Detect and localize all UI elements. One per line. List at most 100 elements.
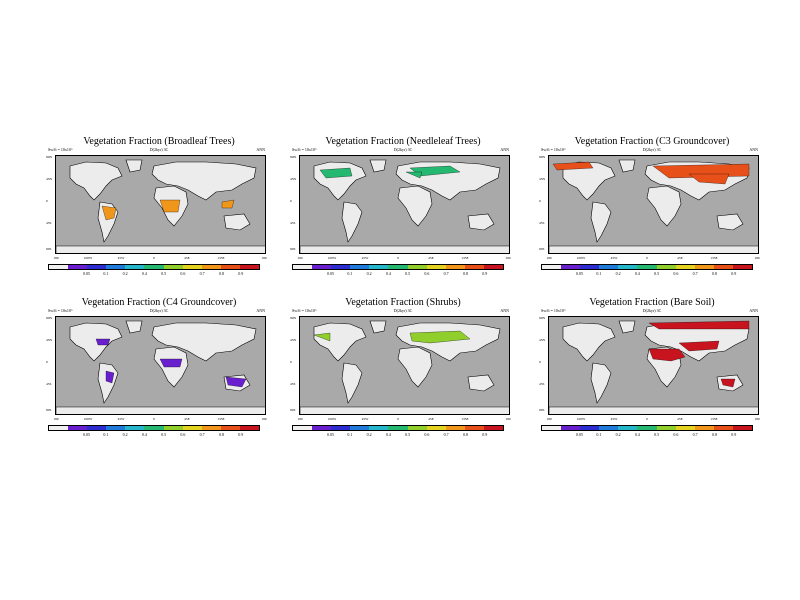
colorbar-tick-label: 0.7 bbox=[443, 271, 449, 276]
colorbar-segment bbox=[312, 265, 332, 269]
colorbar-segment bbox=[426, 265, 446, 269]
panel-subtitle: D(2kyr) 3C bbox=[642, 147, 662, 152]
colorbar-tick-label: 0.8 bbox=[462, 432, 468, 437]
colorbar-tick-label: 0.05 bbox=[83, 432, 91, 437]
colorbar-segment bbox=[293, 265, 313, 269]
longitude-label: 45W bbox=[117, 417, 125, 421]
longitude-label: 180 bbox=[505, 417, 511, 421]
colorbar-tick-label: 0.4 bbox=[141, 271, 147, 276]
colorbar-tick-label: 0.1 bbox=[347, 432, 353, 437]
longitude-label: 180 bbox=[546, 417, 552, 421]
colorbar-segment bbox=[561, 426, 581, 430]
colorbar-segment bbox=[163, 426, 183, 430]
colorbar-segment bbox=[220, 265, 240, 269]
colorbar-tick-label: 0.9 bbox=[731, 432, 737, 437]
longitude-label: 45E bbox=[428, 417, 434, 421]
colorbar-tick-label: 0.2 bbox=[122, 271, 128, 276]
world-map bbox=[548, 316, 759, 415]
world-map bbox=[299, 316, 510, 415]
colorbar-segment bbox=[201, 265, 221, 269]
colorbar-tick-label: 0.4 bbox=[634, 271, 640, 276]
colorbar-labels: 0.05 0.1 0.2 0.4 0.5 0.6 0.7 0.8 0.9 bbox=[541, 432, 753, 437]
colorbar-segment bbox=[239, 265, 260, 269]
longitude-label: 0 bbox=[646, 256, 648, 260]
colorbar-tick-label: 0.05 bbox=[576, 271, 584, 276]
colorbar-segment bbox=[445, 426, 465, 430]
greenland-landmass bbox=[125, 159, 143, 173]
longitude-label: 180 bbox=[261, 417, 267, 421]
map-canvas bbox=[56, 320, 265, 414]
vegetation-region bbox=[159, 358, 183, 368]
colorbar-segment bbox=[369, 426, 389, 430]
australia-landmass bbox=[716, 213, 744, 231]
colorbar-tick-label: 0.9 bbox=[731, 271, 737, 276]
vegetation-region bbox=[648, 320, 750, 330]
colorbar-segment bbox=[350, 426, 370, 430]
colorbar-tick-label: 0.7 bbox=[443, 432, 449, 437]
longitude-label: 45W bbox=[610, 417, 618, 421]
colorbar-segment bbox=[388, 426, 408, 430]
panel-units: Sw/ft = 10x10^ bbox=[292, 147, 317, 152]
eurasia-landmass bbox=[151, 161, 257, 201]
longitude-label: 45E bbox=[677, 417, 683, 421]
colorbar-segment bbox=[426, 426, 446, 430]
greenland-landmass bbox=[369, 320, 387, 334]
colorbar-segment bbox=[144, 426, 164, 430]
panel-title: Vegetation Fraction (Bare Soil) bbox=[589, 297, 715, 308]
colorbar bbox=[48, 264, 260, 270]
longitude-label: 45W bbox=[117, 256, 125, 260]
world-map bbox=[548, 155, 759, 254]
colorbar-segment bbox=[464, 265, 484, 269]
colorbar-segment bbox=[445, 265, 465, 269]
latitude-label: 45N bbox=[46, 338, 53, 342]
north-america-landmass bbox=[562, 161, 616, 201]
greenland-landmass bbox=[369, 159, 387, 173]
colorbar-segment bbox=[599, 426, 619, 430]
colorbar-segment bbox=[293, 426, 313, 430]
latitude-label: 90S bbox=[46, 247, 52, 251]
colorbar-tick-label: 0.1 bbox=[103, 432, 109, 437]
panel-title: Vegetation Fraction (C3 Groundcover) bbox=[574, 136, 730, 147]
longitude-label: 45E bbox=[677, 256, 683, 260]
vegetation-region bbox=[95, 338, 111, 346]
latitude-label: 45S bbox=[290, 382, 296, 386]
latitude-label: 0 bbox=[539, 199, 541, 203]
colorbar-segment bbox=[656, 426, 676, 430]
colorbar-segment bbox=[713, 426, 733, 430]
north-america-landmass bbox=[69, 161, 123, 201]
vegetation-region bbox=[678, 340, 720, 352]
latitude-label: 45N bbox=[46, 177, 53, 181]
colorbar-tick-label: 0.05 bbox=[327, 432, 335, 437]
colorbar bbox=[541, 264, 753, 270]
latitude-label: 90N bbox=[290, 155, 297, 159]
greenland-landmass bbox=[618, 320, 636, 334]
colorbar-segment bbox=[618, 426, 638, 430]
colorbar-segment bbox=[201, 426, 221, 430]
colorbar-segment bbox=[68, 265, 88, 269]
colorbar-tick-label: 0.05 bbox=[327, 271, 335, 276]
colorbar-tick-label: 0.7 bbox=[199, 271, 205, 276]
south-america-landmass bbox=[97, 362, 119, 404]
latitude-label: 0 bbox=[46, 199, 48, 203]
colorbar-segment bbox=[144, 265, 164, 269]
panel-subtitle: D(2kyr) 3C bbox=[149, 308, 169, 313]
latitude-label: 90S bbox=[290, 408, 296, 412]
map-canvas bbox=[549, 159, 758, 253]
colorbar bbox=[292, 264, 504, 270]
latitude-label: 90N bbox=[290, 316, 297, 320]
colorbar-segment bbox=[675, 265, 695, 269]
colorbar-segment bbox=[220, 426, 240, 430]
colorbar-segment bbox=[599, 265, 619, 269]
colorbar-segment bbox=[350, 265, 370, 269]
latitude-label: 45S bbox=[46, 221, 52, 225]
panel-subtitle: D(2kyr) 3C bbox=[642, 308, 662, 313]
longitude-label: 135E bbox=[710, 256, 718, 260]
colorbar-tick-label: 0.4 bbox=[141, 432, 147, 437]
longitude-label: 100W bbox=[576, 256, 586, 260]
latitude-label: 90N bbox=[539, 155, 546, 159]
latitude-label: 45N bbox=[290, 177, 297, 181]
colorbar-segment bbox=[49, 426, 69, 430]
panel-units: Sw/ft = 10x10^ bbox=[292, 308, 317, 313]
colorbar-tick-label: 0.8 bbox=[462, 271, 468, 276]
colorbar-tick-label: 0.6 bbox=[673, 271, 679, 276]
